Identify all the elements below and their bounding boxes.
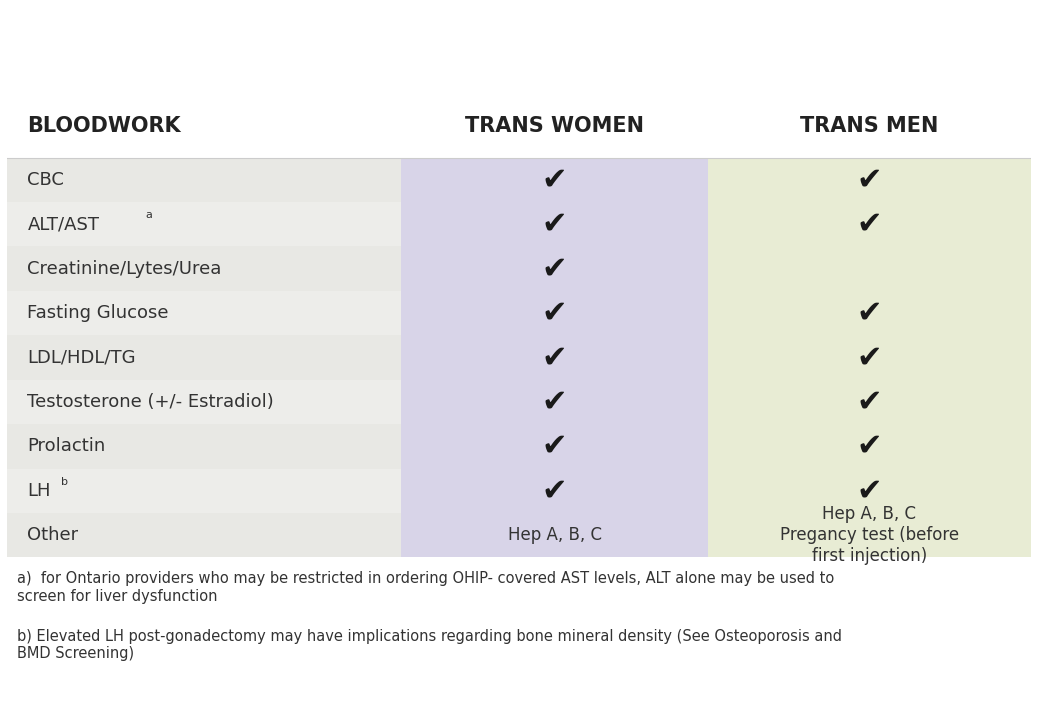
Bar [402, 380, 708, 424]
Text: ✔: ✔ [542, 255, 567, 283]
Text: b) Elevated LH post-gonadectomy may have implications regarding bone mineral den: b) Elevated LH post-gonadectomy may have… [17, 628, 842, 661]
Text: Creatinine/Lytes/Urea: Creatinine/Lytes/Urea [27, 260, 221, 277]
Text: ✔: ✔ [857, 476, 882, 506]
Bar [402, 424, 708, 468]
Bar [708, 291, 1031, 335]
Text: ✔: ✔ [542, 165, 567, 194]
Bar [7, 513, 402, 557]
Text: ✔: ✔ [542, 299, 567, 327]
Text: Fasting Glucose: Fasting Glucose [27, 304, 169, 322]
Text: ✔: ✔ [542, 432, 567, 460]
Bar [708, 335, 1031, 380]
Text: ✔: ✔ [857, 343, 882, 372]
Bar [708, 424, 1031, 468]
Text: ✔: ✔ [542, 343, 567, 372]
Bar [7, 335, 402, 380]
Text: LH: LH [27, 482, 51, 500]
Bar [402, 158, 708, 202]
Text: b: b [61, 477, 69, 487]
Text: ✔: ✔ [542, 476, 567, 506]
Text: Testosterone (+/- Estradiol): Testosterone (+/- Estradiol) [27, 393, 274, 411]
Text: BLOODWORK: BLOODWORK [27, 116, 181, 136]
Text: ✔: ✔ [857, 432, 882, 460]
Text: ✔: ✔ [542, 388, 567, 416]
Text: CBC: CBC [27, 171, 64, 189]
Text: a: a [145, 210, 152, 220]
Text: ✔: ✔ [857, 209, 882, 239]
Bar [7, 202, 402, 247]
Bar [402, 291, 708, 335]
Text: LDL/HDL/TG: LDL/HDL/TG [27, 348, 136, 367]
Text: TRANS WOMEN: TRANS WOMEN [465, 116, 644, 136]
Bar [402, 202, 708, 247]
Text: ✔: ✔ [857, 299, 882, 327]
Bar [402, 513, 708, 557]
Bar [708, 513, 1031, 557]
Bar [708, 202, 1031, 247]
Text: ✔: ✔ [857, 388, 882, 416]
Bar [7, 424, 402, 468]
Bar [402, 335, 708, 380]
Text: ✔: ✔ [857, 165, 882, 194]
Bar [7, 380, 402, 424]
Bar [708, 380, 1031, 424]
Text: ✔: ✔ [542, 209, 567, 239]
Text: TRANS MEN: TRANS MEN [800, 116, 939, 136]
Bar [708, 158, 1031, 202]
Text: Prolactin: Prolactin [27, 438, 105, 455]
Bar [402, 247, 708, 291]
Bar [708, 247, 1031, 291]
Text: Other: Other [27, 526, 79, 544]
Bar [7, 158, 402, 202]
Bar [708, 468, 1031, 513]
Text: Hep A, B, C
Pregancy test (before
first injection): Hep A, B, C Pregancy test (before first … [780, 506, 959, 565]
Text: Hep A, B, C: Hep A, B, C [508, 526, 602, 544]
Text: a)  for Ontario providers who may be restricted in ordering OHIP- covered AST le: a) for Ontario providers who may be rest… [17, 571, 835, 603]
Bar [7, 291, 402, 335]
Bar [402, 468, 708, 513]
Text: ALT/AST: ALT/AST [27, 215, 99, 233]
Bar [7, 468, 402, 513]
Bar [7, 247, 402, 291]
